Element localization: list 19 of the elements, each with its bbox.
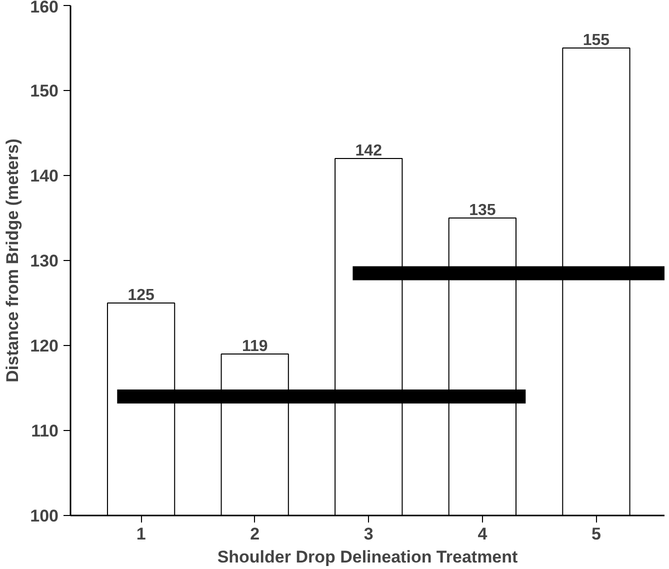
x-tick-label: 5 [591,524,601,544]
data-label: 155 [582,32,610,49]
y-tick-label: 100 [30,506,59,526]
y-tick-label: 120 [30,336,59,356]
data-label: 125 [128,287,154,304]
y-tick-label: 140 [30,166,59,186]
data-label: 135 [469,202,496,219]
y-tick-label: 130 [30,252,59,270]
y-tick-label: 160 [30,0,59,16]
data-label: 119 [242,338,268,355]
x-tick-label: 4 [478,524,488,544]
x-tick-label: 3 [364,524,374,544]
y-axis-title: Distance from Bridge (meters) [3,138,22,382]
y-tick-label: 110 [31,422,59,440]
x-tick-label: 1 [136,524,146,544]
data-label: 142 [355,142,382,160]
y-tick-label: 150 [30,82,59,100]
x-axis-title: Shoulder Drop Delineation Treatment [217,548,518,566]
x-tick-label: 2 [250,524,260,544]
